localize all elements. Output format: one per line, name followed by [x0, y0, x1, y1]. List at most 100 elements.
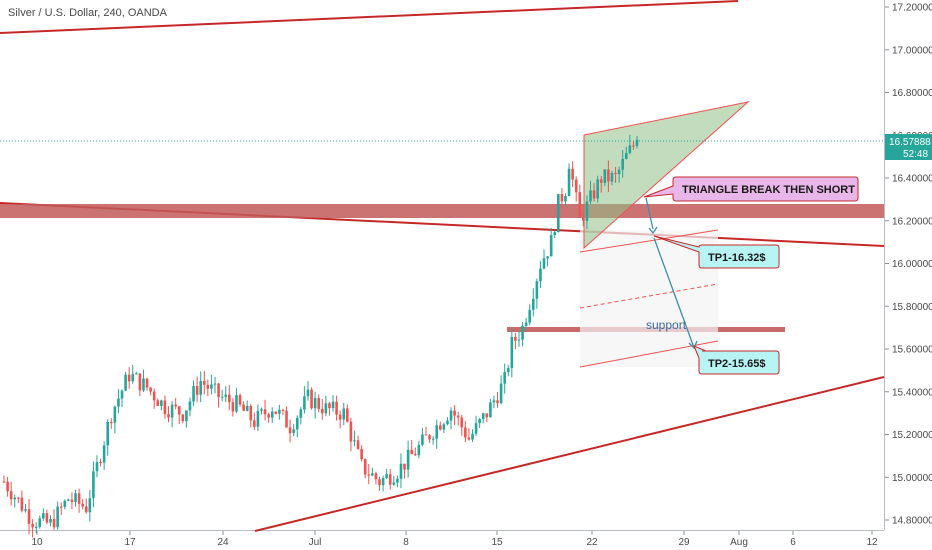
- candle[interactable]: [510, 329, 514, 378]
- candle[interactable]: [9, 481, 13, 506]
- candle[interactable]: [92, 461, 95, 508]
- candle[interactable]: [428, 433, 431, 443]
- candle[interactable]: [231, 398, 235, 417]
- candle[interactable]: [617, 166, 621, 183]
- candle[interactable]: [553, 230, 557, 239]
- lower-trendline[interactable]: [254, 376, 885, 532]
- candle[interactable]: [596, 175, 599, 203]
- candle[interactable]: [306, 381, 310, 401]
- candle[interactable]: [238, 393, 242, 407]
- candle[interactable]: [467, 428, 471, 441]
- candle[interactable]: [514, 332, 517, 350]
- candle[interactable]: [24, 504, 27, 513]
- candle[interactable]: [528, 304, 532, 326]
- candle[interactable]: [299, 406, 303, 425]
- candle[interactable]: [99, 458, 102, 467]
- candle[interactable]: [367, 464, 371, 485]
- candle[interactable]: [88, 489, 92, 522]
- candle[interactable]: [74, 489, 77, 507]
- candle[interactable]: [13, 494, 17, 508]
- candle[interactable]: [70, 492, 74, 509]
- candle[interactable]: [571, 161, 574, 188]
- candle[interactable]: [167, 406, 170, 423]
- candle[interactable]: [38, 515, 42, 529]
- candle[interactable]: [328, 401, 331, 416]
- resistance-zone[interactable]: [0, 204, 884, 218]
- candle[interactable]: [403, 463, 406, 479]
- candle[interactable]: [109, 418, 113, 429]
- candle[interactable]: [45, 509, 49, 525]
- candle[interactable]: [242, 401, 245, 412]
- candle[interactable]: [396, 475, 399, 488]
- candle[interactable]: [49, 515, 52, 527]
- candle[interactable]: [578, 184, 582, 218]
- candle[interactable]: [346, 404, 349, 423]
- candlestick-series[interactable]: [2, 134, 639, 538]
- candle[interactable]: [506, 364, 510, 377]
- candle[interactable]: [120, 389, 124, 408]
- candle[interactable]: [113, 405, 117, 434]
- candle[interactable]: [363, 458, 367, 479]
- candle[interactable]: [607, 160, 610, 193]
- candle[interactable]: [267, 412, 270, 423]
- candle[interactable]: [424, 426, 428, 436]
- candle[interactable]: [603, 169, 607, 187]
- candle[interactable]: [274, 411, 278, 415]
- candle[interactable]: [199, 371, 202, 403]
- triangle-break-callout[interactable]: [643, 176, 859, 202]
- candle[interactable]: [614, 167, 617, 183]
- candle[interactable]: [474, 415, 478, 436]
- candle[interactable]: [206, 379, 210, 397]
- candle[interactable]: [192, 380, 195, 406]
- candle[interactable]: [413, 447, 417, 456]
- candle[interactable]: [281, 408, 285, 415]
- candle[interactable]: [56, 501, 59, 530]
- candle[interactable]: [131, 364, 135, 384]
- candle[interactable]: [478, 417, 481, 428]
- candle[interactable]: [446, 417, 449, 426]
- candle[interactable]: [292, 423, 295, 437]
- candle[interactable]: [546, 256, 549, 267]
- candle[interactable]: [106, 419, 110, 456]
- candle[interactable]: [621, 150, 624, 178]
- candle[interactable]: [567, 163, 571, 197]
- candle[interactable]: [320, 399, 324, 420]
- candle[interactable]: [471, 429, 474, 442]
- candle[interactable]: [489, 398, 492, 418]
- candle[interactable]: [170, 401, 174, 428]
- candle[interactable]: [213, 376, 217, 394]
- candle[interactable]: [174, 397, 177, 410]
- candle[interactable]: [63, 499, 67, 510]
- candle[interactable]: [557, 193, 560, 233]
- candle[interactable]: [635, 135, 639, 149]
- candle[interactable]: [353, 430, 356, 447]
- candle[interactable]: [349, 417, 353, 452]
- candle[interactable]: [253, 412, 256, 431]
- candle[interactable]: [6, 476, 9, 497]
- candle[interactable]: [245, 400, 249, 412]
- candle[interactable]: [278, 404, 281, 420]
- candle[interactable]: [142, 369, 145, 392]
- candle[interactable]: [95, 455, 99, 478]
- candle[interactable]: [378, 476, 381, 491]
- candle[interactable]: [460, 414, 464, 436]
- candle[interactable]: [20, 490, 24, 513]
- candle[interactable]: [31, 519, 34, 538]
- candle[interactable]: [195, 376, 199, 402]
- candle[interactable]: [496, 391, 499, 408]
- candle[interactable]: [560, 188, 564, 208]
- candle[interactable]: [138, 373, 142, 397]
- candle[interactable]: [421, 428, 424, 447]
- rising-wedge-triangle[interactable]: [583, 101, 750, 250]
- candle[interactable]: [410, 440, 413, 455]
- candle[interactable]: [535, 278, 539, 309]
- candle[interactable]: [34, 522, 38, 534]
- upper-trendline[interactable]: [0, 0, 739, 34]
- candle[interactable]: [388, 468, 392, 490]
- candle[interactable]: [210, 374, 213, 395]
- candle[interactable]: [381, 475, 385, 492]
- candle[interactable]: [431, 436, 435, 445]
- candle[interactable]: [392, 475, 396, 486]
- arrow-to-tp1[interactable]: [645, 197, 654, 230]
- candle[interactable]: [517, 331, 521, 347]
